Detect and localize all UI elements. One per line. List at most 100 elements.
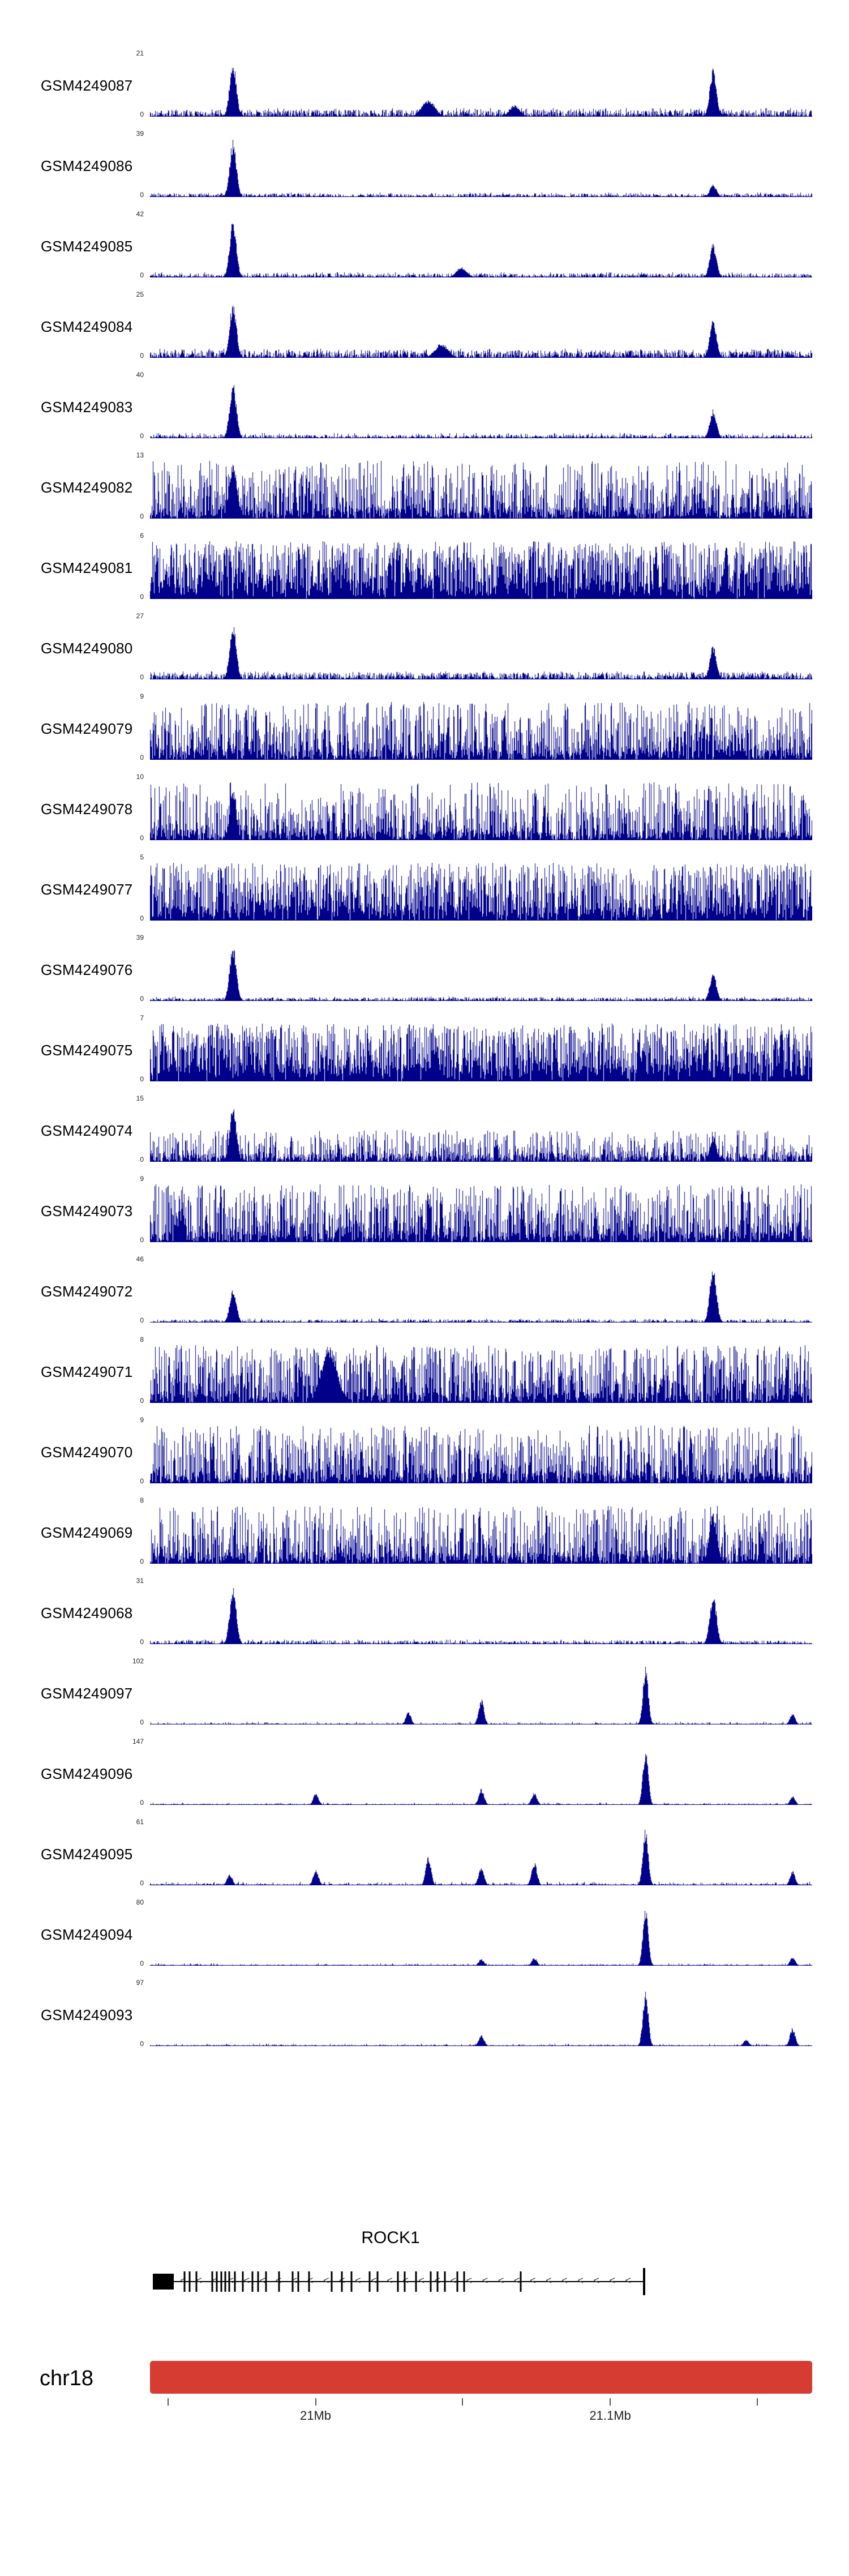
signal-canvas <box>150 1345 812 1403</box>
strand-direction-arrow: < <box>291 2275 298 2286</box>
track-ymin-label: 0 <box>140 1799 144 1807</box>
signal-canvas <box>150 782 812 840</box>
track-ymin-label: 0 <box>140 1959 144 1967</box>
track-ymax-label: 46 <box>136 1255 144 1263</box>
track-row: GSM4249084 25 0 <box>0 282 849 362</box>
track-ymax-label: 80 <box>136 1898 144 1906</box>
track-ymin-label: 0 <box>140 754 144 761</box>
gene-exon <box>188 2271 191 2292</box>
track-ymin-label: 0 <box>140 432 144 440</box>
track-signal-plot <box>150 1988 812 2046</box>
strand-direction-arrow: < <box>561 2275 568 2286</box>
track-ymax-label: 27 <box>136 612 144 620</box>
track-row: GSM4249071 8 0 <box>0 1327 849 1407</box>
track-ymax-label: 5 <box>140 853 144 861</box>
track-ymax-label: 9 <box>140 1175 144 1183</box>
strand-direction-arrow: < <box>466 2275 473 2286</box>
signal-canvas <box>150 1747 812 1805</box>
signal-canvas <box>150 461 812 519</box>
gene-exon <box>195 2271 198 2292</box>
signal-canvas <box>150 1828 812 1885</box>
track-label: GSM4249080 <box>41 640 133 657</box>
track-label: GSM4249077 <box>41 881 133 898</box>
gene-name-label: ROCK1 <box>361 2228 420 2247</box>
scale-tick <box>167 2398 169 2406</box>
track-signal-plot <box>150 1426 812 1483</box>
scale-tick <box>610 2398 611 2406</box>
track-ymax-label: 8 <box>140 1496 144 1504</box>
track-signal-plot <box>150 59 812 117</box>
track-label: GSM4249083 <box>41 399 133 416</box>
track-label: GSM4249068 <box>41 1604 133 1621</box>
track-ymax-label: 40 <box>136 371 144 379</box>
track-ymax-label: 39 <box>136 934 144 942</box>
track-row: GSM4249077 5 0 <box>0 845 849 925</box>
track-row: GSM4249083 40 0 <box>0 362 849 443</box>
scale-tick <box>315 2398 316 2406</box>
track-ymax-label: 7 <box>140 1014 144 1022</box>
track-signal-plot <box>150 541 812 599</box>
gene-exon <box>234 2271 236 2292</box>
track-signal-plot <box>150 863 812 921</box>
track-row: GSM4249073 9 0 <box>0 1166 849 1247</box>
track-signal-plot <box>150 1184 812 1242</box>
track-row: GSM4249070 9 0 <box>0 1407 849 1488</box>
strand-direction-arrow: < <box>196 2275 202 2286</box>
gene-exon <box>430 2271 432 2292</box>
gene-exon <box>456 2271 458 2292</box>
gene-exon <box>642 2268 645 2295</box>
track-signal-plot <box>150 1506 812 1564</box>
track-ymin-label: 0 <box>140 593 144 601</box>
strand-direction-arrow: < <box>513 2275 520 2286</box>
track-row: GSM4249085 42 0 <box>0 202 849 282</box>
track-label: GSM4249072 <box>41 1283 133 1300</box>
strand-direction-arrow: < <box>212 2275 218 2286</box>
track-signal-plot <box>150 702 812 760</box>
strand-direction-arrow: < <box>323 2275 329 2286</box>
track-row: GSM4249086 39 0 <box>0 121 849 202</box>
gene-exon <box>397 2271 399 2292</box>
gene-exon <box>297 2271 299 2292</box>
signal-canvas <box>150 300 812 358</box>
gene-exon <box>520 2271 522 2292</box>
gene-exon <box>415 2271 417 2292</box>
track-label: GSM4249082 <box>41 479 133 496</box>
track-signal-plot <box>150 943 812 1001</box>
signal-canvas <box>150 220 812 277</box>
track-label: GSM4249084 <box>41 318 133 335</box>
track-row: GSM4249068 31 0 <box>0 1568 849 1649</box>
track-ymax-label: 21 <box>136 49 144 57</box>
gene-exon <box>265 2271 267 2292</box>
strand-direction-arrow: < <box>546 2275 552 2286</box>
track-signal-plot <box>150 1828 812 1885</box>
signal-canvas <box>150 1988 812 2046</box>
track-signal-plot <box>150 300 812 358</box>
track-signal-plot <box>150 220 812 277</box>
signal-canvas <box>150 1586 812 1644</box>
gene-exon <box>404 2271 406 2292</box>
track-label: GSM4249085 <box>41 238 133 255</box>
chromosome-ideogram <box>150 2361 812 2394</box>
track-ymin-label: 0 <box>140 271 144 279</box>
gene-exon <box>211 2271 213 2292</box>
strand-direction-arrow: < <box>609 2275 615 2286</box>
track-ymax-label: 13 <box>136 451 144 459</box>
track-row: GSM4249072 46 0 <box>0 1247 849 1327</box>
strand-direction-arrow: < <box>371 2275 377 2286</box>
track-ymax-label: 8 <box>140 1336 144 1343</box>
gene-exon <box>350 2271 353 2292</box>
track-signal-plot <box>150 1345 812 1403</box>
gene-intron-line <box>154 2281 644 2282</box>
gene-exon <box>291 2271 294 2292</box>
strand-direction-arrow: < <box>418 2275 424 2286</box>
track-ymin-label: 0 <box>140 1638 144 1646</box>
track-label: GSM4249093 <box>41 2006 133 2023</box>
signal-canvas <box>150 59 812 117</box>
track-row: GSM4249081 6 0 <box>0 523 849 604</box>
gene-exon <box>463 2271 465 2292</box>
strand-direction-arrow: < <box>355 2275 361 2286</box>
chromosome-label: chr18 <box>40 2367 94 2390</box>
gene-exon <box>228 2271 230 2292</box>
track-ymax-label: 102 <box>132 1657 144 1665</box>
track-row: GSM4249094 80 0 <box>0 1890 849 1970</box>
